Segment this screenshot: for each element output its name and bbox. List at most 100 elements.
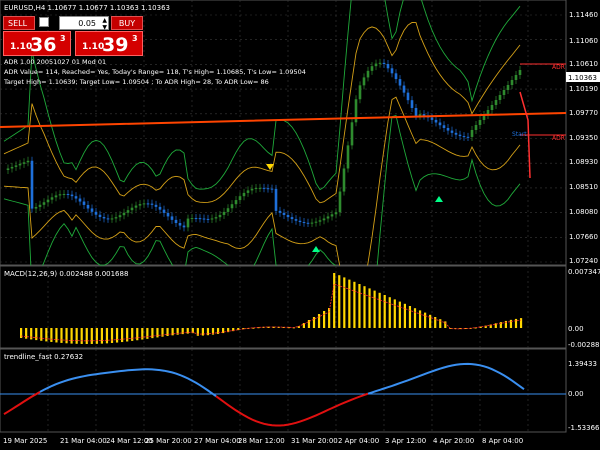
macd-bar bbox=[418, 310, 422, 328]
candle-body bbox=[382, 62, 386, 65]
candle-body bbox=[86, 204, 90, 209]
macd-bar bbox=[166, 328, 169, 337]
macd-bar bbox=[216, 328, 220, 334]
macd-bar bbox=[287, 327, 290, 329]
macd-signal-polyline bbox=[20, 283, 522, 342]
sell-button[interactable]: SELL bbox=[3, 16, 35, 30]
candle-body bbox=[494, 100, 498, 105]
macd-tick: 0.007347 bbox=[568, 268, 600, 276]
macd-bar bbox=[277, 326, 280, 328]
time-tick: 24 Mar 12:00 bbox=[106, 437, 153, 445]
sell-price-button[interactable]: 1.10 36 3 bbox=[3, 31, 71, 56]
candle-body bbox=[186, 218, 190, 228]
current-price-label: 1.10363 bbox=[568, 74, 597, 82]
macd-signal-line bbox=[20, 283, 522, 342]
macd-bar bbox=[424, 312, 427, 328]
candle-body bbox=[122, 212, 126, 216]
adr-low-label: ADR bbox=[552, 135, 565, 142]
candle-body bbox=[238, 196, 242, 201]
price-tick: 1.07240 bbox=[569, 257, 598, 265]
macd-histogram bbox=[20, 273, 523, 344]
macd-bar bbox=[413, 308, 417, 328]
candlesticks bbox=[6, 58, 522, 232]
candle-body bbox=[214, 217, 218, 219]
macd-bar bbox=[489, 324, 492, 328]
macd-bar bbox=[90, 328, 93, 344]
sell-signal-arrow-icon bbox=[266, 164, 274, 170]
price-tick: 1.09770 bbox=[569, 109, 598, 117]
macd-bar bbox=[126, 328, 129, 342]
candle-body bbox=[294, 219, 298, 221]
candle-body bbox=[134, 205, 138, 208]
candle-body bbox=[310, 222, 314, 224]
candle-body bbox=[298, 220, 302, 223]
candle-body bbox=[342, 168, 346, 192]
trendline-title: trendline_fast 0.27632 bbox=[4, 353, 83, 361]
candle-body bbox=[354, 99, 358, 123]
candle-body bbox=[370, 66, 374, 71]
macd-bar bbox=[373, 290, 376, 328]
lot-size-input[interactable]: 0.05 ▲ ▼ bbox=[59, 16, 109, 31]
macd-bar bbox=[343, 277, 346, 328]
candle-body bbox=[430, 117, 434, 120]
candle-body bbox=[242, 192, 246, 197]
start-label: Start bbox=[512, 131, 527, 138]
candle-body bbox=[486, 110, 490, 115]
macd-bar bbox=[20, 328, 23, 338]
trendline-segment bbox=[3, 391, 41, 415]
candle-body bbox=[182, 225, 186, 228]
macd-panel[interactable] bbox=[0, 265, 567, 349]
macd-bar bbox=[55, 328, 58, 343]
candle-body bbox=[146, 203, 150, 205]
macd-bar bbox=[519, 318, 523, 328]
candle-body bbox=[218, 214, 222, 218]
trendline-panel[interactable] bbox=[0, 348, 567, 433]
lot-spinner-icon[interactable]: ▲ ▼ bbox=[102, 17, 107, 31]
buy-price-button[interactable]: 1.10 39 3 bbox=[75, 31, 143, 56]
macd-bar bbox=[439, 319, 442, 328]
macd-bar bbox=[227, 328, 230, 333]
macd-bar bbox=[514, 318, 518, 328]
candle-body bbox=[222, 211, 226, 215]
time-tick: 4 Apr 20:00 bbox=[433, 437, 474, 445]
candle-body bbox=[326, 216, 330, 219]
macd-bar bbox=[121, 328, 124, 343]
price-tick: 1.10610 bbox=[569, 60, 598, 68]
candle-body bbox=[438, 122, 442, 126]
candle-body bbox=[82, 201, 86, 205]
candle-body bbox=[398, 79, 402, 86]
candle-body bbox=[206, 218, 210, 220]
candle-body bbox=[14, 165, 18, 167]
macd-bar bbox=[176, 328, 179, 335]
candle-body bbox=[22, 162, 26, 164]
candle-body bbox=[394, 73, 398, 80]
candle-body bbox=[46, 199, 50, 203]
macd-bar bbox=[156, 328, 159, 338]
expand-checkbox[interactable] bbox=[39, 17, 49, 27]
price-tick: 1.08510 bbox=[569, 183, 598, 191]
current-price-marker: 1.10363 bbox=[566, 72, 600, 82]
candle-body bbox=[18, 163, 22, 166]
candle-body bbox=[338, 191, 342, 213]
buy-button[interactable]: BUY bbox=[111, 16, 143, 30]
candle-body bbox=[266, 188, 270, 190]
candle-body bbox=[474, 125, 478, 130]
candle-body bbox=[98, 214, 102, 217]
candle-body bbox=[414, 107, 418, 116]
macd-bar bbox=[186, 328, 189, 334]
candle-body bbox=[38, 204, 42, 207]
time-tick: 3 Apr 12:00 bbox=[385, 437, 426, 445]
buy-signal-arrow-icon bbox=[435, 196, 443, 202]
macd-bar bbox=[499, 322, 502, 328]
adr-lines bbox=[519, 63, 566, 179]
macd-bar bbox=[35, 328, 38, 341]
candle-body bbox=[234, 200, 238, 205]
candle-body bbox=[278, 210, 282, 213]
candle-body bbox=[54, 195, 58, 198]
macd-bar bbox=[110, 328, 114, 343]
adr-info-line: ADR 1.00 20051027 01 Mod 01 bbox=[4, 58, 106, 66]
macd-bar bbox=[408, 306, 412, 328]
candle-body bbox=[250, 188, 254, 191]
